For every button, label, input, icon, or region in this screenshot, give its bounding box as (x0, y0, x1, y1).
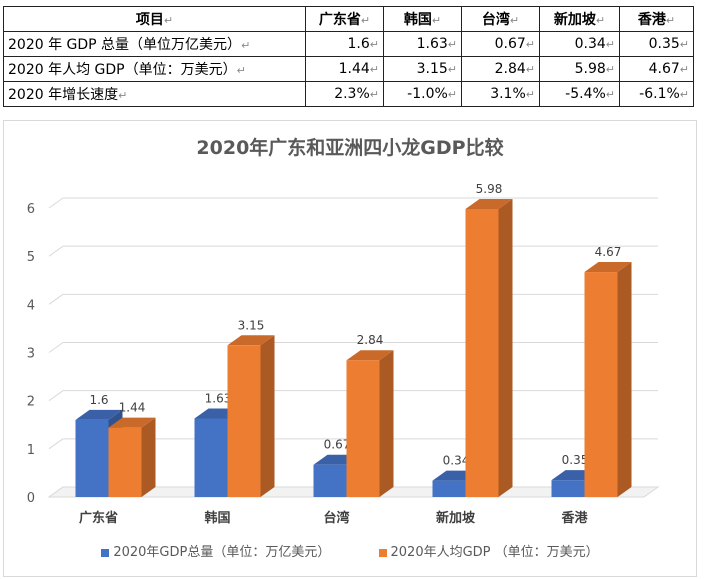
data-label: 1.44 (119, 401, 146, 415)
bar (194, 418, 228, 497)
data-label: 1.6 (89, 393, 108, 407)
table-row: 2020 年增长速度↵ 2.3%↵ -1.0%↵ 3.1%↵ -5.4%↵ -6… (3, 81, 694, 107)
gridline-side (48, 197, 64, 209)
header-cell: 香港↵ (619, 6, 694, 32)
gridline-side (48, 390, 64, 402)
table-cell: -5.4%↵ (539, 81, 620, 107)
header-cell: 台湾↵ (461, 6, 540, 32)
table-cell: 1.44↵ (305, 56, 384, 82)
table-cell: 2.3%↵ (305, 81, 384, 107)
table-cell: 0.67↵ (461, 31, 540, 57)
table-cell: 3.1%↵ (461, 81, 540, 107)
table-header-row: 项目↵ 广东省↵ 韩国↵ 台湾↵ 新加坡↵ 香港↵ (3, 6, 694, 32)
bar-top (465, 198, 513, 209)
data-label: 4.67 (595, 245, 622, 259)
legend-label: 2020年人均GDP （单位：万美元） (390, 545, 599, 560)
y-tick-label: 0 (27, 491, 35, 506)
table-cell: 0.34↵ (539, 31, 620, 57)
gridline-side (48, 438, 64, 450)
data-label: 0.67 (324, 438, 351, 452)
header-cell: 广东省↵ (305, 6, 384, 32)
bar-top (108, 417, 156, 428)
header-cell: 新加坡↵ (539, 6, 620, 32)
data-label: 0.35 (562, 453, 589, 467)
gridline-side (48, 293, 64, 305)
gridline-side (48, 245, 64, 257)
y-tick-label: 1 (27, 443, 35, 458)
y-tick-label: 6 (27, 202, 35, 217)
legend-swatch (101, 548, 110, 557)
gridline-side (48, 342, 64, 353)
table-cell: 3.15↵ (383, 56, 462, 82)
row-label: 2020 年 GDP 总量（单位万亿美元）↵ (3, 31, 306, 57)
chart-legend: 2020年GDP总量（单位：万亿美元） 2020年人均GDP （单位：万美元） (4, 541, 696, 560)
bar (551, 480, 585, 497)
bar-side (260, 335, 275, 497)
x-category-label: 香港 (560, 510, 588, 526)
bar (584, 272, 618, 497)
legend-item-gdp-per-capita: 2020年人均GDP （单位：万美元） (378, 541, 599, 560)
table-cell: 1.6↵ (305, 31, 384, 57)
row-label: 2020 年增长速度↵ (3, 81, 306, 107)
chart-title: 2020年广东和亚洲四小龙GDP比较 (196, 137, 504, 159)
bar (432, 480, 466, 497)
legend-swatch (378, 548, 387, 557)
bar-side (141, 417, 156, 497)
data-label: 1.63 (205, 391, 232, 405)
legend-label: 2020年GDP总量（单位：万亿美元） (113, 545, 331, 560)
bar (227, 345, 261, 497)
x-category-label: 韩国 (204, 510, 230, 526)
table-row: 2020 年 GDP 总量（单位万亿美元）↵ 1.6↵ 1.63↵ 0.67↵ … (3, 31, 694, 57)
y-tick-label: 3 (27, 347, 35, 362)
table-cell: 4.67↵ (619, 56, 694, 82)
data-label: 3.15 (238, 318, 265, 332)
bar (346, 360, 380, 497)
table-cell: -6.1%↵ (619, 81, 694, 107)
legend-item-gdp-total: 2020年GDP总量（单位：万亿美元） (101, 541, 330, 560)
y-tick-label: 5 (27, 250, 35, 265)
bar-side (379, 350, 394, 497)
x-category-label: 新加坡 (436, 510, 476, 526)
table-cell: 2.84↵ (461, 56, 540, 82)
y-tick-label: 2 (27, 395, 35, 410)
table-cell: 1.63↵ (383, 31, 462, 57)
data-label: 0.34 (443, 454, 470, 468)
header-cell: 韩国↵ (383, 6, 462, 32)
table-row: 2020 年人均 GDP（单位：万美元）↵ 1.44↵ 3.15↵ 2.84↵ … (3, 56, 694, 82)
data-label: 5.98 (476, 182, 503, 196)
bar-top (227, 335, 275, 346)
bar (313, 464, 347, 497)
bar-top (584, 262, 632, 273)
chart-container: 2020年广东和亚洲四小龙GDP比较 0 1 2 3 4 5 6 1.6 1.44 广东省 1.63… (3, 120, 697, 577)
table-cell: 0.35↵ (619, 31, 694, 57)
header-cell: 项目↵ (3, 6, 306, 32)
bar (75, 419, 109, 497)
table-cell: 5.98↵ (539, 56, 620, 82)
chart-plot: 0 1 2 3 4 5 6 1.6 1.44 广东省 1.63 3.15 韩国 0.67 2.84 台湾 0.3… (27, 182, 660, 526)
x-category-label: 台湾 (323, 510, 349, 526)
data-label: 2.84 (357, 333, 384, 347)
x-category-label: 广东省 (79, 510, 118, 526)
bar-side (617, 262, 632, 497)
bar-top (75, 409, 123, 420)
data-table: 项目↵ 广东省↵ 韩国↵ 台湾↵ 新加坡↵ 香港↵ 2020 年 GDP 总量（… (3, 6, 694, 107)
y-tick-label: 4 (27, 298, 35, 313)
bar (108, 427, 142, 497)
bar-top (346, 350, 394, 361)
table-cell: -1.0%↵ (383, 81, 462, 107)
row-label: 2020 年人均 GDP（单位：万美元）↵ (3, 56, 306, 82)
bar (465, 208, 499, 498)
bar-side (498, 198, 513, 498)
